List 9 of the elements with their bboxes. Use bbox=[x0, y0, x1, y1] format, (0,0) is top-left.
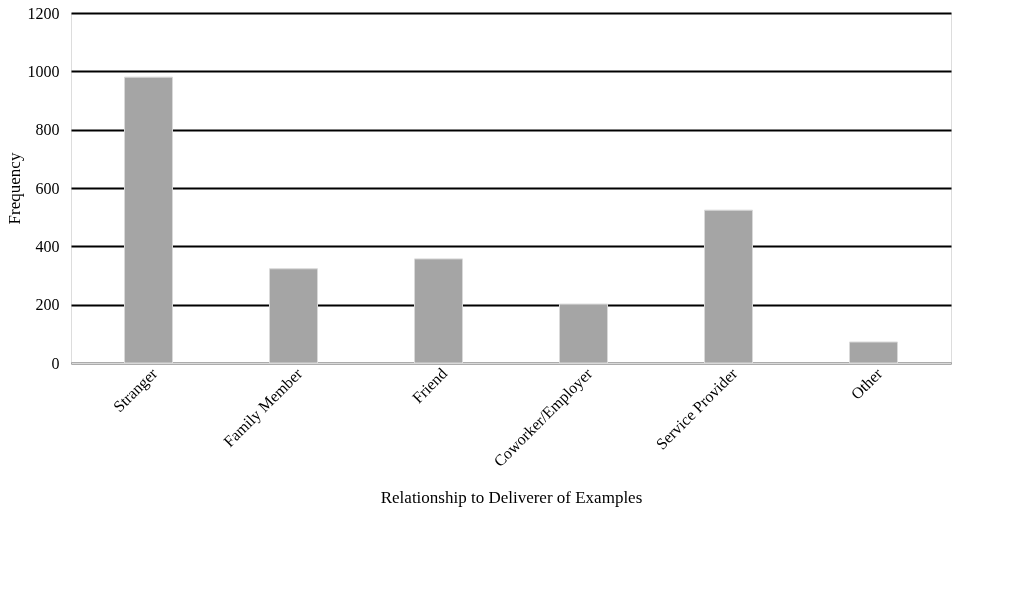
x-axis-title: Relationship to Deliverer of Examples bbox=[380, 487, 643, 507]
y-tick-label: 0 bbox=[51, 354, 60, 372]
y-tick-label: 800 bbox=[35, 121, 60, 139]
y-axis-title: Frequency bbox=[4, 152, 24, 225]
y-tick-label: 400 bbox=[35, 237, 60, 255]
y-tick-label: 200 bbox=[35, 296, 60, 314]
y-tick-label: 600 bbox=[35, 179, 60, 197]
y-tick-label: 1000 bbox=[27, 62, 60, 80]
y-tick-label: 1200 bbox=[27, 4, 60, 22]
